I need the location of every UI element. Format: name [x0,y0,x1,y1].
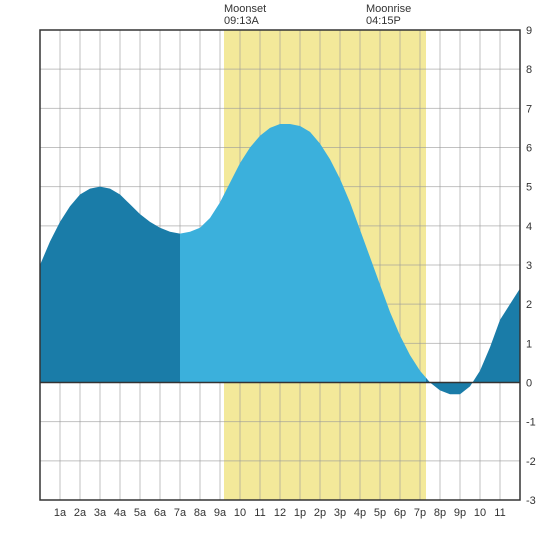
moonset-time: 09:13A [224,15,260,27]
y-tick-label: 0 [526,378,532,390]
y-tick-label: -3 [526,495,536,507]
x-tick-label: 1p [294,507,306,519]
x-tick-label: 2a [74,507,87,519]
x-tick-label: 1a [54,507,67,519]
x-tick-label: 10 [234,507,246,519]
y-tick-label: 3 [526,260,532,272]
moonrise-time: 04:15P [366,15,401,27]
y-tick-label: 8 [526,64,532,76]
x-tick-label: 9p [454,507,466,519]
x-tick-label: 4p [354,507,366,519]
y-tick-label: -2 [526,456,536,468]
y-tick-label: 2 [526,299,532,311]
x-tick-label: 6p [394,507,406,519]
y-tick-label: 6 [526,143,532,155]
y-tick-label: 1 [526,338,532,350]
x-tick-label: 3a [94,507,107,519]
x-tick-label: 8p [434,507,446,519]
x-tick-label: 4a [114,507,127,519]
x-tick-label: 5a [134,507,147,519]
x-tick-label: 11 [254,507,265,519]
x-tick-label: 10 [474,507,486,519]
y-tick-label: -1 [526,417,536,429]
x-tick-label: 2p [314,507,326,519]
x-tick-label: 6a [154,507,167,519]
x-tick-label: 7a [174,507,187,519]
y-tick-label: 7 [526,103,532,115]
x-tick-label: 5p [374,507,386,519]
x-tick-label: 7p [414,507,426,519]
y-tick-label: 5 [526,182,532,194]
tide-chart: -3-2-101234567891a2a3a4a5a6a7a8a9a101112… [0,0,550,550]
y-tick-label: 4 [526,221,532,233]
x-tick-label: 11 [494,507,505,519]
x-tick-label: 8a [194,507,207,519]
x-tick-label: 9a [214,507,227,519]
x-tick-label: 12 [274,507,286,519]
y-tick-label: 9 [526,25,532,37]
moonset-label: Moonset [224,3,266,15]
x-tick-label: 3p [334,507,346,519]
moonrise-label: Moonrise [366,3,411,15]
